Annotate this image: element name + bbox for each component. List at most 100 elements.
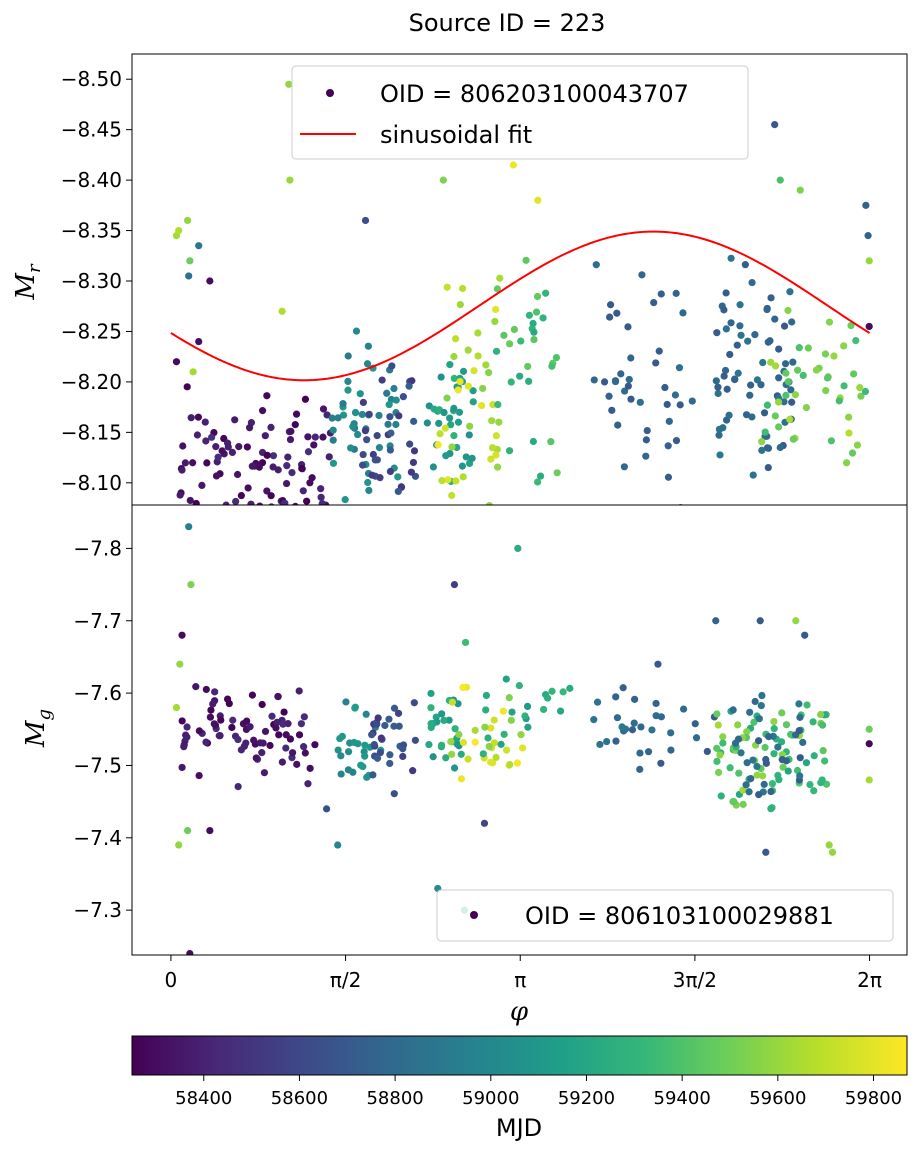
top-ytick-label: −8.20 bbox=[61, 370, 122, 394]
bottom-data-point bbox=[376, 748, 384, 757]
top-data-point bbox=[525, 311, 534, 319]
bottom-data-point bbox=[373, 720, 381, 728]
bottom-data-point bbox=[648, 726, 656, 734]
top-data-point bbox=[534, 196, 542, 204]
bottom-data-point bbox=[447, 737, 455, 746]
top-ylabel-main: M bbox=[11, 272, 41, 301]
bottom-data-point bbox=[770, 717, 778, 726]
top-data-point bbox=[281, 499, 289, 505]
bottom-data-point bbox=[508, 708, 516, 716]
top-data-point bbox=[771, 412, 779, 420]
colorbar-tick-label: 59200 bbox=[558, 1088, 615, 1109]
top-data-point bbox=[429, 463, 437, 471]
top-data-point bbox=[722, 289, 730, 297]
bottom-ytick-label: −7.7 bbox=[73, 609, 122, 633]
top-data-point bbox=[339, 411, 348, 419]
bottom-data-point bbox=[209, 700, 217, 708]
top-data-point bbox=[760, 409, 769, 417]
top-data-point bbox=[624, 382, 632, 390]
top-data-point bbox=[492, 451, 500, 459]
bottom-data-point bbox=[767, 787, 775, 796]
top-data-point bbox=[533, 292, 542, 301]
top-data-point bbox=[764, 338, 772, 346]
colorbar-tick-label: 59600 bbox=[749, 1088, 806, 1109]
bottom-data-point bbox=[490, 716, 498, 724]
top-data-point bbox=[850, 370, 858, 378]
bottom-data-point bbox=[301, 749, 309, 757]
bottom-data-point bbox=[374, 714, 382, 722]
bottom-data-point bbox=[746, 708, 754, 716]
top-data-point bbox=[245, 424, 254, 432]
top-data-point bbox=[736, 301, 744, 309]
bottom-data-point bbox=[377, 734, 385, 742]
top-data-point bbox=[474, 329, 482, 337]
top-data-point bbox=[847, 321, 855, 330]
bottom-data-point bbox=[809, 718, 817, 726]
top-panel-yticks: −8.50 −8.45 −8.40 −8.35 −8.30 −8.25 −8.20 −8.15… bbox=[61, 67, 132, 495]
top-data-point bbox=[733, 341, 741, 349]
bottom-data-point bbox=[644, 748, 653, 756]
top-data-point bbox=[364, 478, 372, 487]
top-data-point bbox=[456, 301, 464, 309]
bottom-data-point bbox=[237, 746, 245, 754]
top-data-point bbox=[530, 328, 538, 336]
top-data-point bbox=[172, 358, 181, 366]
top-data-point bbox=[525, 377, 533, 385]
top-data-point bbox=[771, 315, 779, 323]
bottom-data-point bbox=[459, 683, 467, 692]
top-data-point bbox=[183, 383, 191, 391]
bottom-data-point bbox=[399, 741, 408, 749]
top-data-point bbox=[440, 408, 448, 417]
bottom-data-point bbox=[734, 721, 742, 729]
top-data-point bbox=[775, 374, 783, 382]
bottom-data-point bbox=[394, 709, 403, 717]
top-data-point bbox=[617, 370, 625, 378]
bottom-data-point bbox=[361, 752, 369, 760]
top-data-point bbox=[263, 487, 271, 495]
bottom-data-point bbox=[409, 767, 417, 775]
top-data-point bbox=[365, 486, 373, 495]
top-data-point bbox=[824, 373, 832, 381]
top-data-point bbox=[784, 378, 792, 386]
bottom-data-point bbox=[755, 737, 763, 745]
top-data-point bbox=[378, 376, 386, 384]
top-panel-fit bbox=[170, 230, 871, 382]
bottom-data-point bbox=[802, 759, 811, 767]
top-data-point bbox=[373, 432, 381, 440]
bottom-data-point bbox=[178, 631, 186, 639]
top-data-point bbox=[606, 301, 615, 309]
bottom-data-point bbox=[229, 716, 237, 724]
bottom-data-point bbox=[217, 716, 225, 724]
bottom-data-point bbox=[739, 786, 747, 794]
top-data-point bbox=[715, 431, 723, 439]
bottom-data-point bbox=[183, 723, 191, 731]
top-data-point bbox=[671, 391, 679, 399]
bottom-data-point bbox=[726, 764, 734, 772]
top-data-point bbox=[283, 462, 291, 470]
top-data-point bbox=[620, 463, 628, 471]
top-data-point bbox=[292, 502, 299, 505]
top-data-point bbox=[611, 377, 620, 386]
top-data-point bbox=[202, 437, 210, 445]
top-data-point bbox=[233, 470, 242, 479]
bottom-data-point bbox=[258, 749, 266, 757]
top-data-point bbox=[299, 487, 307, 495]
top-data-point bbox=[328, 414, 336, 422]
bottom-data-point bbox=[448, 750, 456, 758]
bottom-data-point bbox=[810, 752, 818, 760]
bottom-data-point bbox=[775, 776, 783, 784]
bottom-data-point bbox=[548, 687, 556, 695]
bottom-data-point bbox=[243, 717, 251, 725]
top-data-point bbox=[672, 437, 681, 445]
bottom-data-point bbox=[223, 695, 232, 703]
top-data-point bbox=[788, 318, 796, 326]
top-data-point bbox=[464, 382, 472, 390]
bottom-data-point bbox=[399, 752, 407, 761]
top-data-point bbox=[323, 411, 331, 419]
top-data-point bbox=[638, 271, 646, 279]
bottom-data-point bbox=[713, 744, 721, 752]
top-data-point bbox=[776, 176, 784, 184]
top-data-point bbox=[310, 441, 318, 449]
x-tick-label: 2π bbox=[857, 968, 882, 992]
top-data-point bbox=[175, 226, 183, 235]
